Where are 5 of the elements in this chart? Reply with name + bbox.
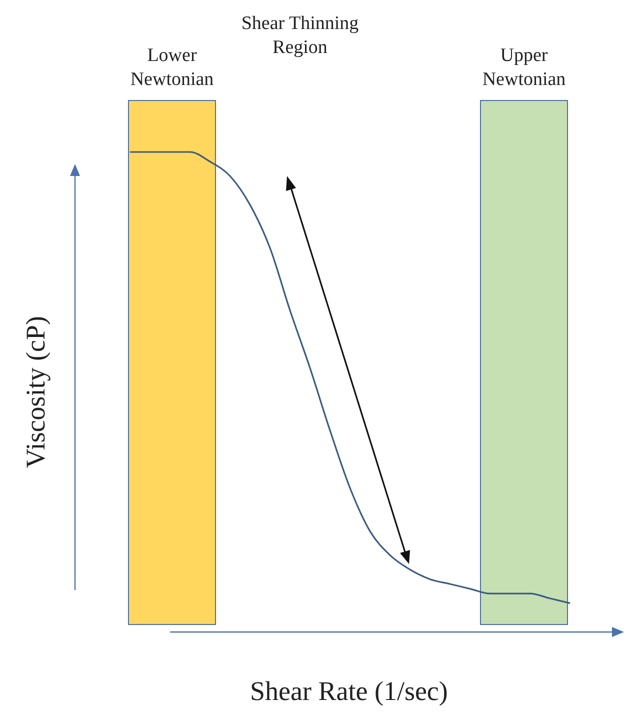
text: Upper Newtonian [481,44,567,92]
y-axis-title: Viscosity (cP) [20,316,52,468]
x-axis-title: Shear Rate (1/sec) [250,676,448,707]
text: Lower Newtonian [129,44,215,92]
text: Shear Thinning Region [240,12,360,60]
